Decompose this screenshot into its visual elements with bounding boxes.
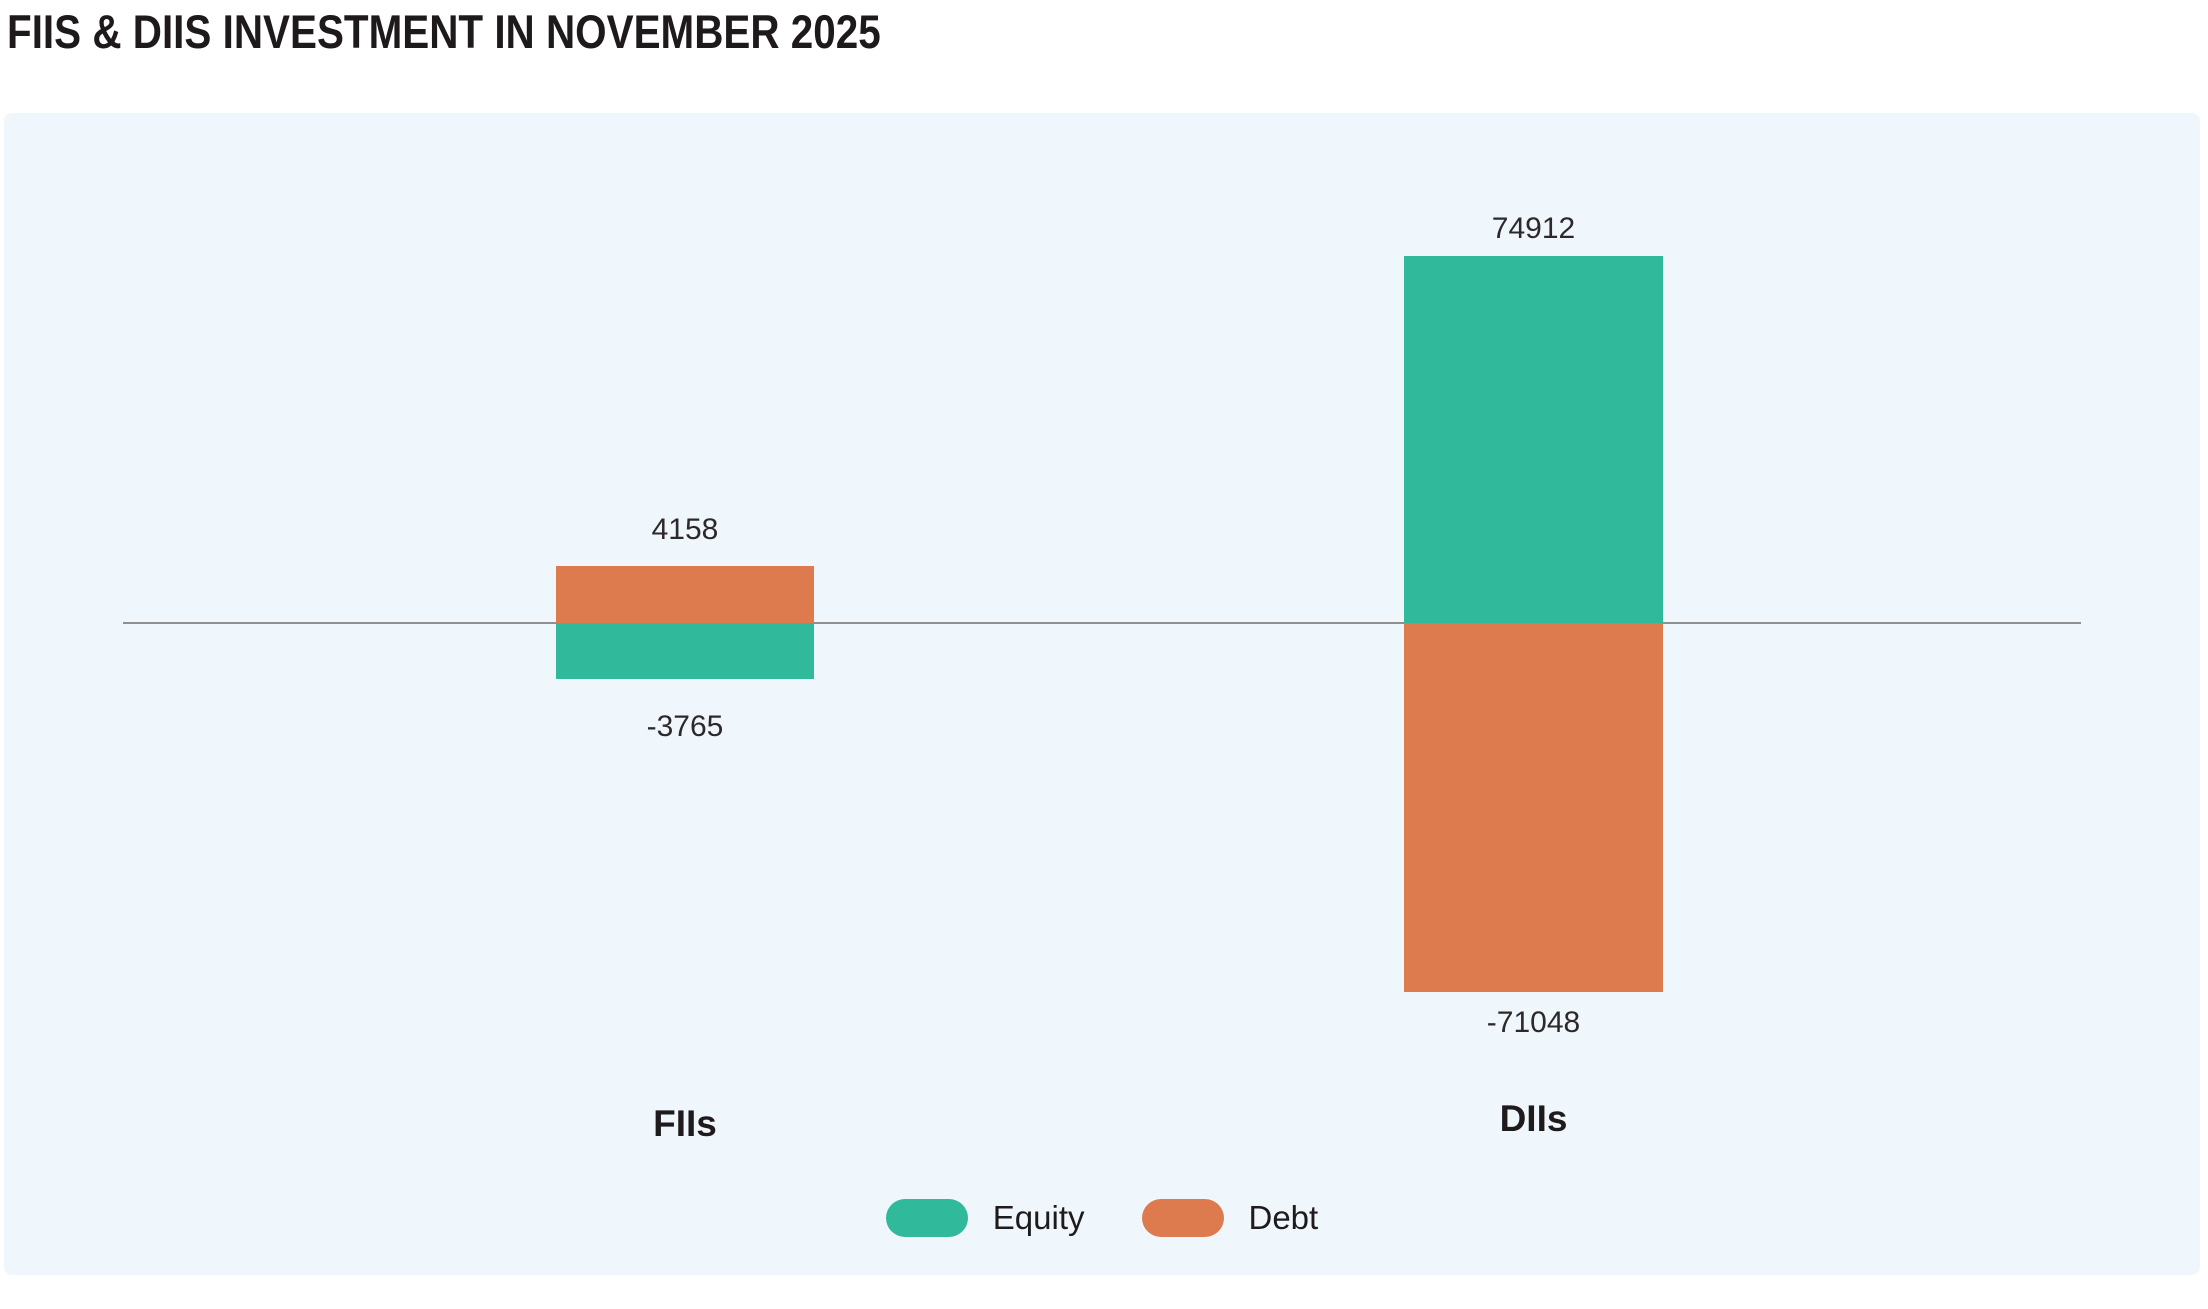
value-label-diis-positive: 74912: [1491, 212, 1576, 245]
legend-swatch-equity-icon: [885, 1199, 968, 1237]
legend-item-equity: Equity: [885, 1199, 1085, 1237]
category-label-diis: DIIs: [1499, 1098, 1568, 1139]
value-label-diis-negative: -71048: [1486, 1006, 1581, 1039]
page-title: FIIS & DIIS INVESTMENT IN NOVEMBER 2025: [7, 5, 881, 58]
chart-panel: Equity Debt 4158 -3765 74912 -71048 FIIs DIIs: [4, 113, 2200, 1275]
legend-swatch-debt-icon: [1141, 1199, 1224, 1237]
legend-label-equity: Equity: [992, 1199, 1085, 1236]
bar-fiis-debt: [556, 566, 814, 623]
legend-label-debt: Debt: [1248, 1199, 1319, 1236]
value-label-fiis-negative: -3765: [646, 710, 724, 743]
category-label-fiis: FIIs: [653, 1103, 717, 1144]
chart-legend: Equity Debt: [4, 1199, 2200, 1237]
legend-item-debt: Debt: [1141, 1199, 1319, 1237]
zero-axis-line: [123, 622, 2081, 624]
value-label-fiis-positive: 4158: [651, 513, 719, 546]
bar-diis-equity: [1404, 256, 1663, 623]
bar-fiis-equity: [556, 623, 814, 679]
bar-diis-debt: [1404, 623, 1663, 992]
